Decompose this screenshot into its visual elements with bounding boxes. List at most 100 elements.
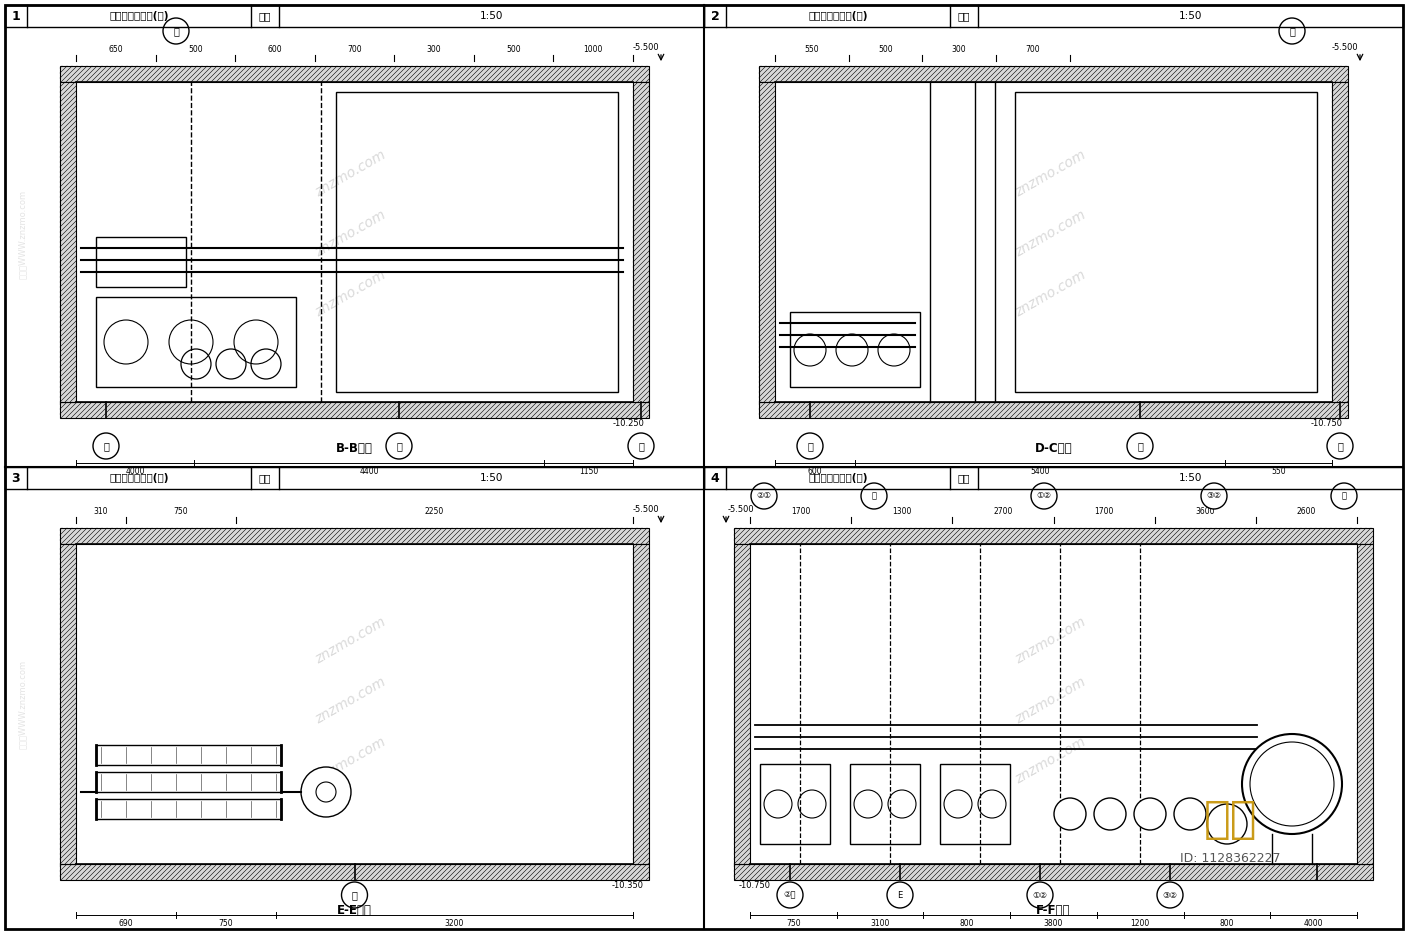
Text: D-C断面: D-C断面 [1035,443,1073,456]
Text: 750: 750 [786,919,801,928]
Bar [6,467,704,489]
Text: 500: 500 [189,45,203,53]
Bar [941,764,1010,844]
Text: ⑱: ⑱ [1138,441,1143,451]
Text: znzmo.com: znzmo.com [1012,616,1088,667]
Text: 3600: 3600 [1195,506,1215,516]
Text: 550: 550 [1271,468,1286,476]
Text: ③②: ③② [1163,890,1177,899]
Text: znzmo.com: znzmo.com [313,616,387,667]
Bar [61,544,76,864]
Text: 300: 300 [952,45,966,53]
Text: 1700: 1700 [1094,506,1114,516]
Text: -5.500: -5.500 [632,505,659,515]
Circle shape [1094,798,1126,830]
Text: znzmo.com: znzmo.com [313,675,387,727]
Text: 300: 300 [427,45,441,53]
Circle shape [1278,18,1305,44]
Text: 650: 650 [108,45,122,53]
Text: 1300: 1300 [893,506,911,516]
Text: -5.500: -5.500 [728,505,755,515]
Circle shape [1331,483,1357,509]
Circle shape [301,767,351,817]
Text: 比例: 比例 [957,473,970,483]
Circle shape [1157,882,1183,908]
Text: ⑰: ⑰ [352,890,358,900]
Text: ⑲: ⑲ [1342,491,1346,501]
Text: E: E [897,890,903,899]
Bar [6,5,704,27]
Bar [760,764,829,844]
Bar [61,864,649,880]
Circle shape [1031,483,1057,509]
Text: znzmo.com: znzmo.com [1012,735,1088,786]
Text: 550: 550 [804,45,819,53]
Text: 600: 600 [808,468,822,476]
Text: 1:50: 1:50 [480,473,503,483]
Text: ⑱: ⑱ [396,441,401,451]
Circle shape [386,433,413,459]
Text: 知末: 知末 [1204,798,1257,841]
Circle shape [628,433,653,459]
Text: 制冷机房剖面图(三): 制冷机房剖面图(三) [108,473,169,483]
Bar [850,764,919,844]
Text: -10.350: -10.350 [612,882,643,890]
Text: 3100: 3100 [870,919,890,928]
Text: B-B断面: B-B断面 [337,443,373,456]
Text: 700: 700 [1025,45,1041,53]
Circle shape [1242,734,1342,834]
Bar [759,66,1347,82]
Text: 4400: 4400 [359,468,379,476]
Text: 750: 750 [173,506,189,516]
Text: znzmo.com: znzmo.com [1012,149,1088,200]
Bar [759,82,774,402]
Text: 1200: 1200 [1131,919,1150,928]
Text: 600: 600 [268,45,282,53]
Text: 制冷机房剖面图(二): 制冷机房剖面图(二) [808,11,867,21]
Text: 1:50: 1:50 [480,11,503,21]
Bar [1357,544,1373,864]
Text: ②①: ②① [756,491,772,501]
Text: 2250: 2250 [425,506,444,516]
Text: ②⓪: ②⓪ [784,890,797,899]
Text: 1150: 1150 [579,468,598,476]
Text: 比例: 比例 [259,473,270,483]
Text: ⑲: ⑲ [1338,441,1343,451]
Bar [61,528,649,544]
Text: 比例: 比例 [957,11,970,21]
Text: 750: 750 [218,919,234,928]
Text: 1: 1 [11,9,20,22]
Bar [61,82,76,402]
Bar [1332,82,1347,402]
Text: znzmo.com: znzmo.com [1012,208,1088,260]
Text: 4000: 4000 [1304,919,1324,928]
Bar [96,772,282,792]
Bar [634,544,649,864]
Circle shape [1174,798,1207,830]
Text: znzmo.com: znzmo.com [313,208,387,260]
Bar [734,528,1373,544]
Text: ③②: ③② [1207,491,1222,501]
Text: ⑱: ⑱ [1290,26,1295,36]
Text: 2700: 2700 [993,506,1012,516]
Text: -10.750: -10.750 [1311,419,1343,429]
Bar [790,312,919,387]
Bar [61,402,649,418]
Bar [759,402,1347,418]
Circle shape [1207,804,1247,844]
Text: 800: 800 [959,919,974,928]
Text: 3: 3 [11,472,20,485]
Text: ⑮: ⑮ [872,491,877,501]
Text: znzmo.com: znzmo.com [313,268,387,319]
Text: ①②: ①② [1036,491,1052,501]
Text: 知末网WWW.znzmo.com: 知末网WWW.znzmo.com [17,659,27,748]
Circle shape [777,882,803,908]
Text: ①②: ①② [1032,890,1048,899]
Bar [337,92,618,392]
Text: F-F断面: F-F断面 [1036,904,1070,917]
Text: 1700: 1700 [791,506,810,516]
Text: 690: 690 [118,919,134,928]
Text: 知末网WWW.znzmo.com: 知末网WWW.znzmo.com [17,190,27,278]
Bar [96,799,282,819]
Text: 制冷机房剖面图(一): 制冷机房剖面图(一) [108,11,169,21]
